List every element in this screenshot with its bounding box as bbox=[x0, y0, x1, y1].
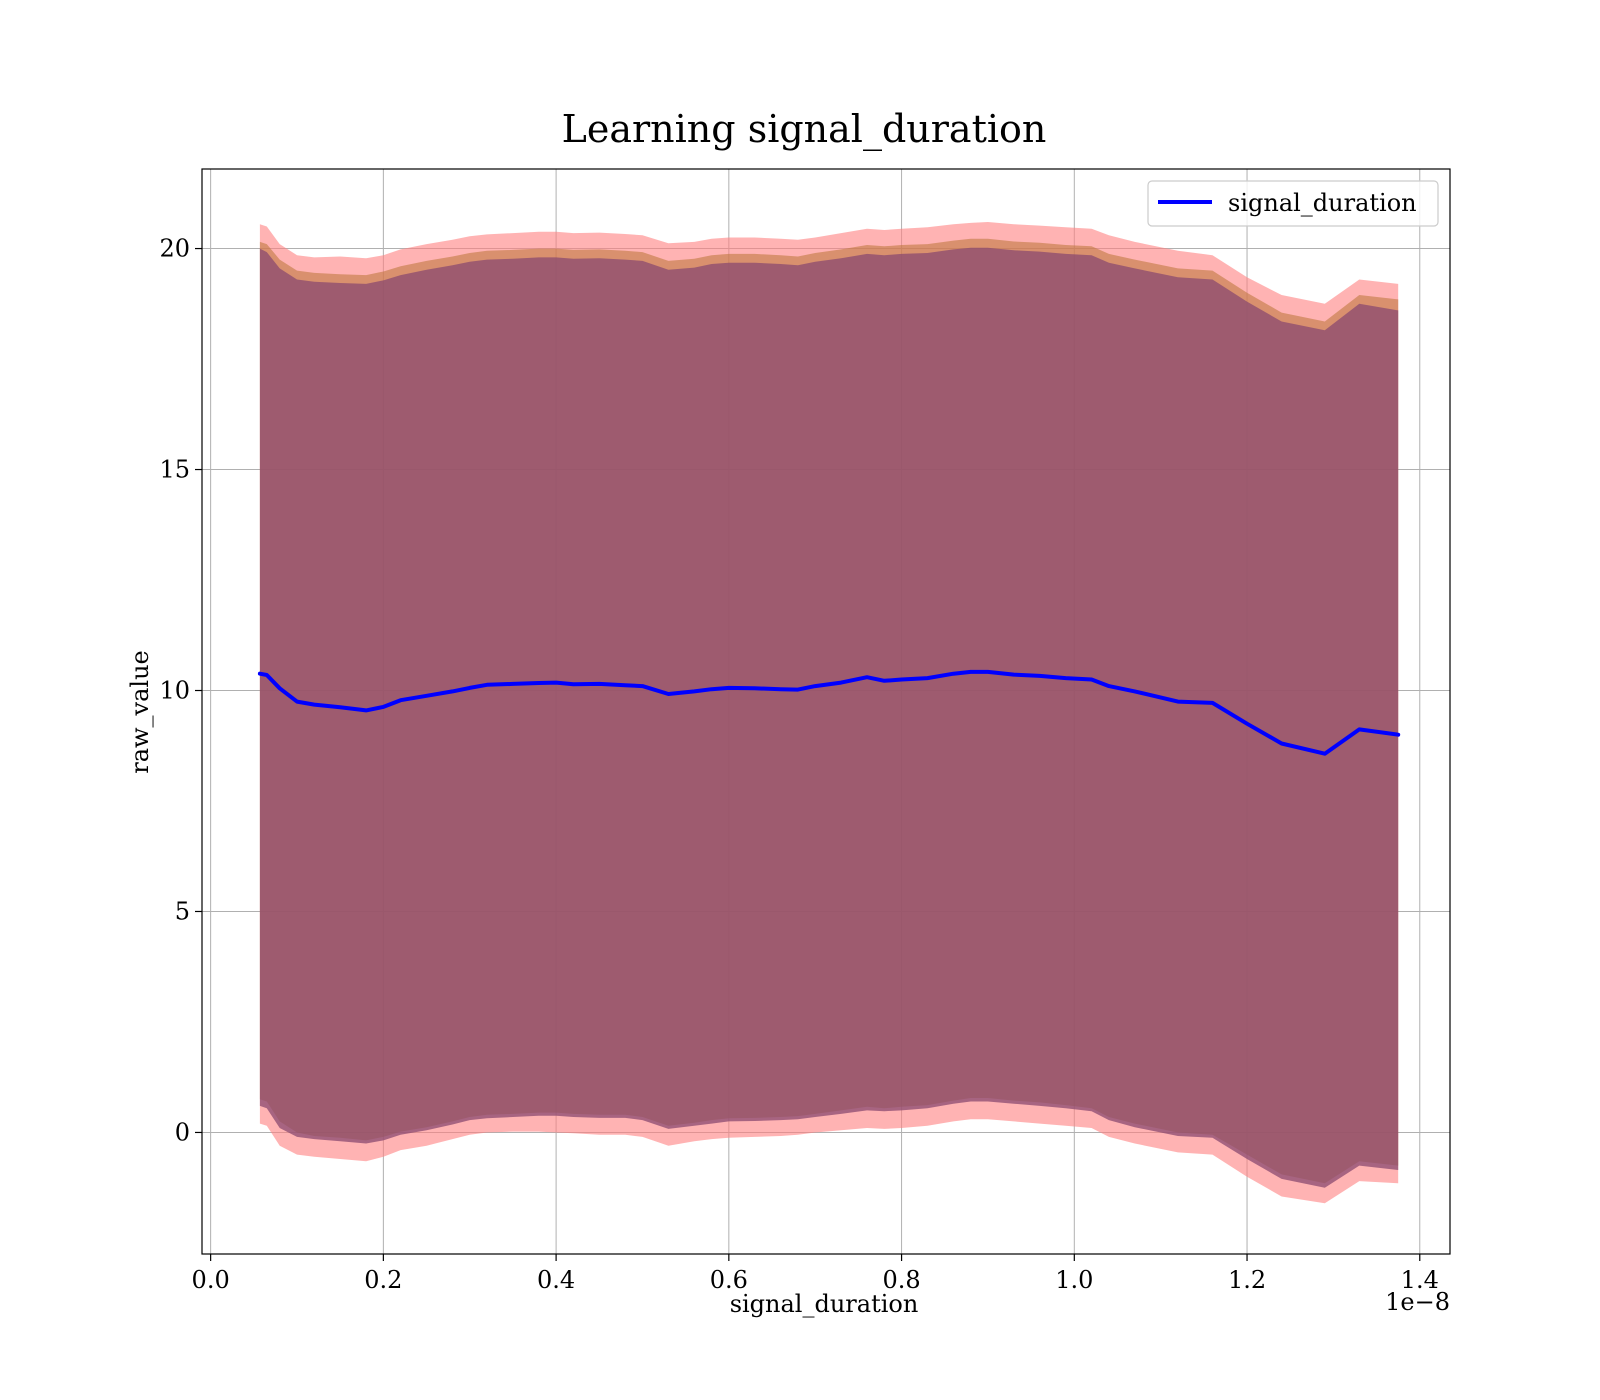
confidence-bands bbox=[259, 222, 1399, 1204]
y-tick-label: 15 bbox=[159, 456, 190, 484]
x-axis-offset-label: 1e−8 bbox=[1385, 1288, 1450, 1316]
y-axis-label: raw_value bbox=[126, 650, 154, 774]
confidence-band-2 bbox=[259, 247, 1399, 1188]
legend-entry: signal_duration bbox=[1228, 189, 1417, 217]
y-tick-label: 20 bbox=[159, 235, 190, 263]
legend: signal_duration bbox=[1147, 180, 1439, 227]
y-tick-label: 10 bbox=[159, 677, 190, 705]
y-axis-ticks: 0 5 10 15 20 bbox=[159, 235, 202, 1146]
x-axis-label: signal_duration bbox=[730, 1290, 919, 1318]
x-tick-label: 0.4 bbox=[537, 1266, 575, 1294]
series-line-signal-duration bbox=[257, 669, 1401, 756]
x-tick-label: 1.2 bbox=[1228, 1266, 1266, 1294]
chart-title: Learning signal_duration bbox=[562, 107, 1047, 152]
legend-box bbox=[1147, 180, 1439, 227]
x-tick-label: 1.4 bbox=[1401, 1266, 1439, 1294]
x-tick-label: 1.0 bbox=[1055, 1266, 1093, 1294]
plot-frame bbox=[201, 168, 1451, 1255]
x-tick-label: 0.2 bbox=[364, 1266, 402, 1294]
x-tick-label: 0.6 bbox=[710, 1266, 748, 1294]
x-tick-label: 0.8 bbox=[882, 1266, 920, 1294]
y-tick-label: 0 bbox=[175, 1118, 190, 1146]
x-axis-ticks: 0.0 0.2 0.4 0.6 0.8 1.0 1.2 1.4 bbox=[192, 1254, 1439, 1294]
data-lines bbox=[257, 669, 1401, 756]
y-tick-label: 5 bbox=[175, 897, 190, 925]
x-tick-label: 0.0 bbox=[192, 1266, 230, 1294]
